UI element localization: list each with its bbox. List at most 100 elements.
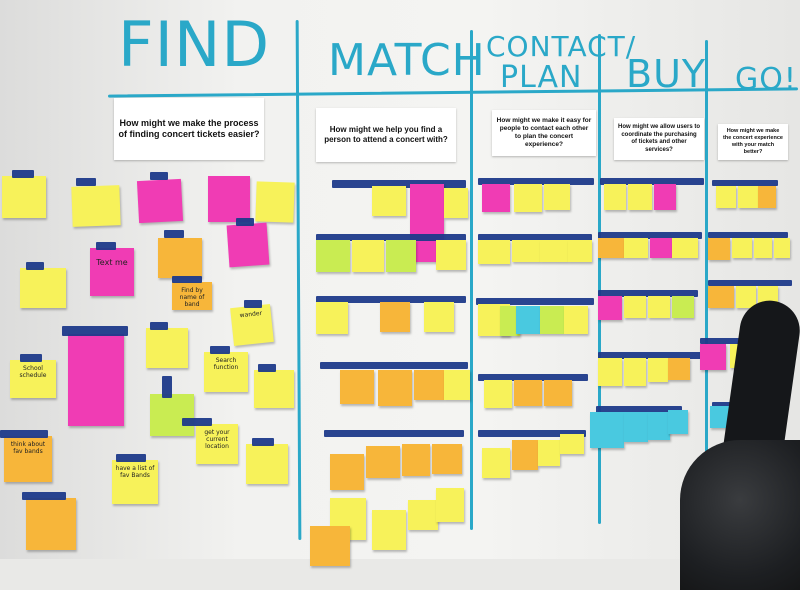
sticky-note (628, 184, 652, 210)
sticky-note (544, 184, 570, 210)
sticky-note (708, 238, 730, 260)
note-text: think about fav bands (10, 441, 46, 456)
sticky-note (604, 184, 626, 210)
sticky-note (432, 444, 462, 474)
sticky-note (654, 184, 676, 210)
tape-strip (0, 430, 48, 438)
sticky-note (71, 185, 121, 227)
tape-strip (258, 364, 276, 372)
tape-strip (12, 170, 34, 178)
sticky-note (516, 306, 540, 334)
heading-go: GO! (735, 62, 797, 97)
sticky-note (316, 240, 350, 272)
tape-strip (22, 492, 66, 500)
note-text: wander (239, 309, 263, 320)
tape-row (708, 232, 788, 238)
tape-row (708, 280, 792, 286)
prompt-card-match: How might we help you find a person to a… (316, 108, 456, 162)
sticky-note (624, 296, 646, 318)
sticky-note (372, 186, 406, 216)
sticky-note (512, 240, 540, 262)
sticky-note (736, 286, 756, 308)
tape-strip (62, 326, 128, 336)
sticky-note (700, 344, 726, 370)
sticky-note (444, 370, 470, 400)
heading-plan: PLAN (500, 60, 583, 95)
tape-row (478, 178, 594, 185)
sticky-note (255, 181, 295, 223)
note-text: get your current location (204, 429, 230, 451)
sticky-note (598, 296, 622, 320)
tape-strip (26, 262, 44, 270)
tape-strip (182, 418, 212, 426)
prompt-card-go: How might we make the concert experience… (718, 124, 788, 160)
sticky-note: Find by name of band (172, 282, 212, 310)
heading-find: FIND (118, 8, 271, 81)
sticky-note (598, 358, 622, 386)
sticky-note (484, 380, 512, 408)
tape-strip (252, 438, 274, 446)
sticky-note (330, 454, 364, 490)
sticky-note (436, 488, 464, 522)
tape-strip (20, 354, 42, 362)
sticky-note (708, 286, 734, 308)
tape-strip (236, 218, 254, 226)
sticky-note (648, 358, 668, 382)
sticky-note (668, 358, 690, 380)
sticky-note (560, 434, 584, 454)
sticky-note (20, 268, 66, 308)
sticky-note (444, 188, 468, 218)
tape-row (712, 180, 778, 186)
sticky-note (246, 444, 288, 484)
sticky-note (26, 498, 76, 550)
sticky-note: Text me (90, 248, 134, 296)
sticky-note: wander (230, 304, 274, 346)
sticky-note (650, 238, 672, 258)
sticky-note (754, 238, 772, 258)
sticky-note (598, 238, 624, 258)
sticky-note (378, 370, 412, 406)
sticky-note (544, 380, 572, 406)
sticky-note (352, 240, 384, 272)
note-text: Find by name of band (179, 287, 205, 309)
sticky-note (150, 394, 194, 436)
sticky-note (668, 410, 688, 434)
sticky-note (482, 184, 510, 212)
note-text: Text me (96, 258, 128, 267)
sticky-note: School schedule (10, 360, 56, 398)
sticky-note (538, 440, 560, 466)
sticky-note (146, 328, 188, 368)
sticky-note (158, 238, 202, 278)
sticky-note (372, 510, 406, 550)
tape-strip (172, 276, 202, 283)
sticky-note (564, 306, 588, 334)
heading-match: MATCH (328, 35, 486, 86)
tape-strip (96, 242, 116, 250)
note-text: School schedule (19, 365, 47, 380)
sticky-note (408, 500, 438, 530)
prompt-card-contact: How might we make it easy for people to … (492, 110, 596, 156)
tape-strip (164, 230, 184, 238)
tape-row (324, 430, 464, 437)
tape-row (316, 234, 466, 241)
prompt-card-find: How might we make the process of finding… (114, 98, 264, 160)
sticky-note (136, 178, 184, 224)
tape-strip (116, 454, 146, 462)
sticky-note (482, 448, 510, 478)
sticky-note (568, 240, 592, 262)
sticky-note (648, 412, 670, 440)
note-text: Search function (213, 357, 239, 372)
sticky-note (514, 380, 542, 406)
backpack (680, 440, 800, 590)
sticky-note (716, 186, 736, 208)
tape-strip (76, 178, 96, 186)
sticky-note (68, 334, 124, 426)
sticky-note (672, 296, 694, 318)
sticky-note (514, 184, 542, 212)
tape-row (478, 430, 586, 437)
sticky-note: have a list of fav Bands (112, 460, 158, 504)
sticky-note (424, 302, 454, 332)
sticky-note (624, 412, 648, 442)
sticky-note (478, 240, 510, 264)
sticky-note (380, 302, 410, 332)
